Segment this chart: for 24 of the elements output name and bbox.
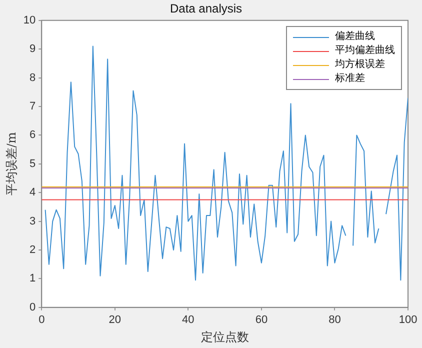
- y-tick-label: 1: [30, 272, 36, 285]
- y-tick-label: 9: [30, 43, 36, 56]
- x-axis-title: 定位点数: [200, 330, 249, 344]
- x-tick-label: 100: [398, 314, 418, 326]
- legend-label: 平均偏差曲线: [335, 44, 395, 58]
- y-tick-label: 7: [30, 100, 36, 113]
- y-tick-label: 2: [30, 244, 36, 256]
- y-axis-title: 平均误差/m: [4, 132, 18, 196]
- chart-title: Data analysis: [170, 2, 242, 16]
- y-tick-label: 0: [30, 301, 36, 314]
- x-tick-label: 0: [38, 314, 45, 326]
- x-tick-label: 40: [182, 314, 194, 326]
- y-tick-label: 3: [30, 215, 36, 228]
- legend-label: 标准差: [335, 72, 365, 86]
- y-tick-label: 6: [30, 129, 36, 142]
- y-tick-label: 5: [30, 158, 36, 170]
- x-tick-label: 20: [108, 314, 122, 326]
- x-tick-label: 80: [328, 314, 341, 326]
- y-tick-label: 10: [23, 14, 36, 26]
- legend-label: 偏差曲线: [335, 30, 375, 44]
- x-tick-label: 60: [255, 314, 268, 326]
- legend-label: 均方根误差: [335, 58, 385, 72]
- y-tick-label: 4: [30, 186, 36, 199]
- y-tick-label: 8: [30, 72, 36, 84]
